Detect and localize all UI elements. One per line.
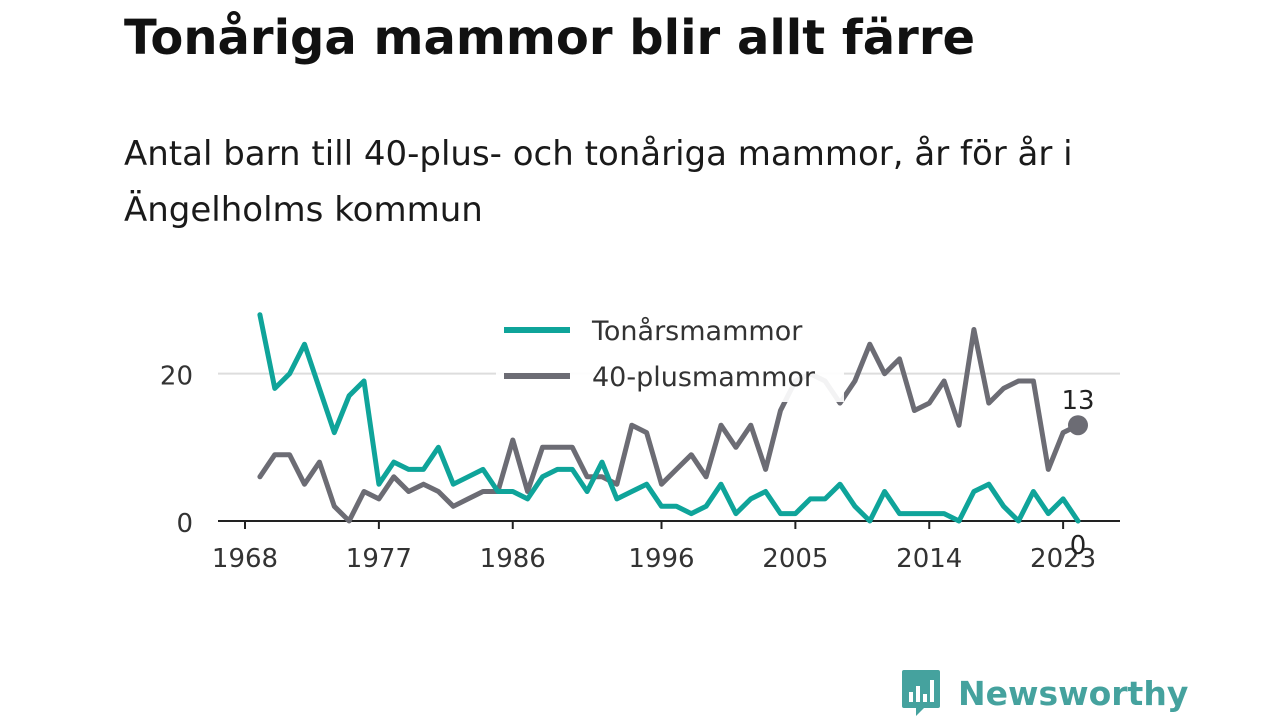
series-line [257, 312, 1081, 524]
series-line [257, 327, 1081, 524]
newsworthy-logo-icon [902, 670, 940, 716]
x-tick-label: 2014 [896, 544, 962, 574]
x-tick-label: 1996 [628, 544, 694, 574]
x-tick-label: 1977 [346, 544, 412, 574]
end-point-marker [1068, 415, 1088, 436]
y-tick-label: 20 [160, 362, 193, 392]
page-title: Tonåriga mammor blir allt färre [124, 10, 976, 66]
end-value-label: 0 [1070, 531, 1087, 561]
x-tick-label: 1986 [480, 544, 546, 574]
chart-subtitle: Antal barn till 40-plus- och tonåriga ma… [124, 134, 1073, 230]
legend-background [496, 308, 844, 402]
end-value-label: 13 [1061, 386, 1094, 416]
brand-logo: Newsworthy [900, 668, 1188, 718]
legend-label: Tonårsmammor [591, 316, 803, 347]
legend-label: 40-plusmammor [592, 362, 816, 393]
x-tick-label: 1968 [212, 544, 278, 574]
y-tick-label: 0 [176, 509, 193, 539]
x-tick-label: 2005 [762, 544, 828, 574]
x-tick-label: 2023 [1030, 544, 1096, 574]
brand-name: Newsworthy [958, 673, 1189, 713]
